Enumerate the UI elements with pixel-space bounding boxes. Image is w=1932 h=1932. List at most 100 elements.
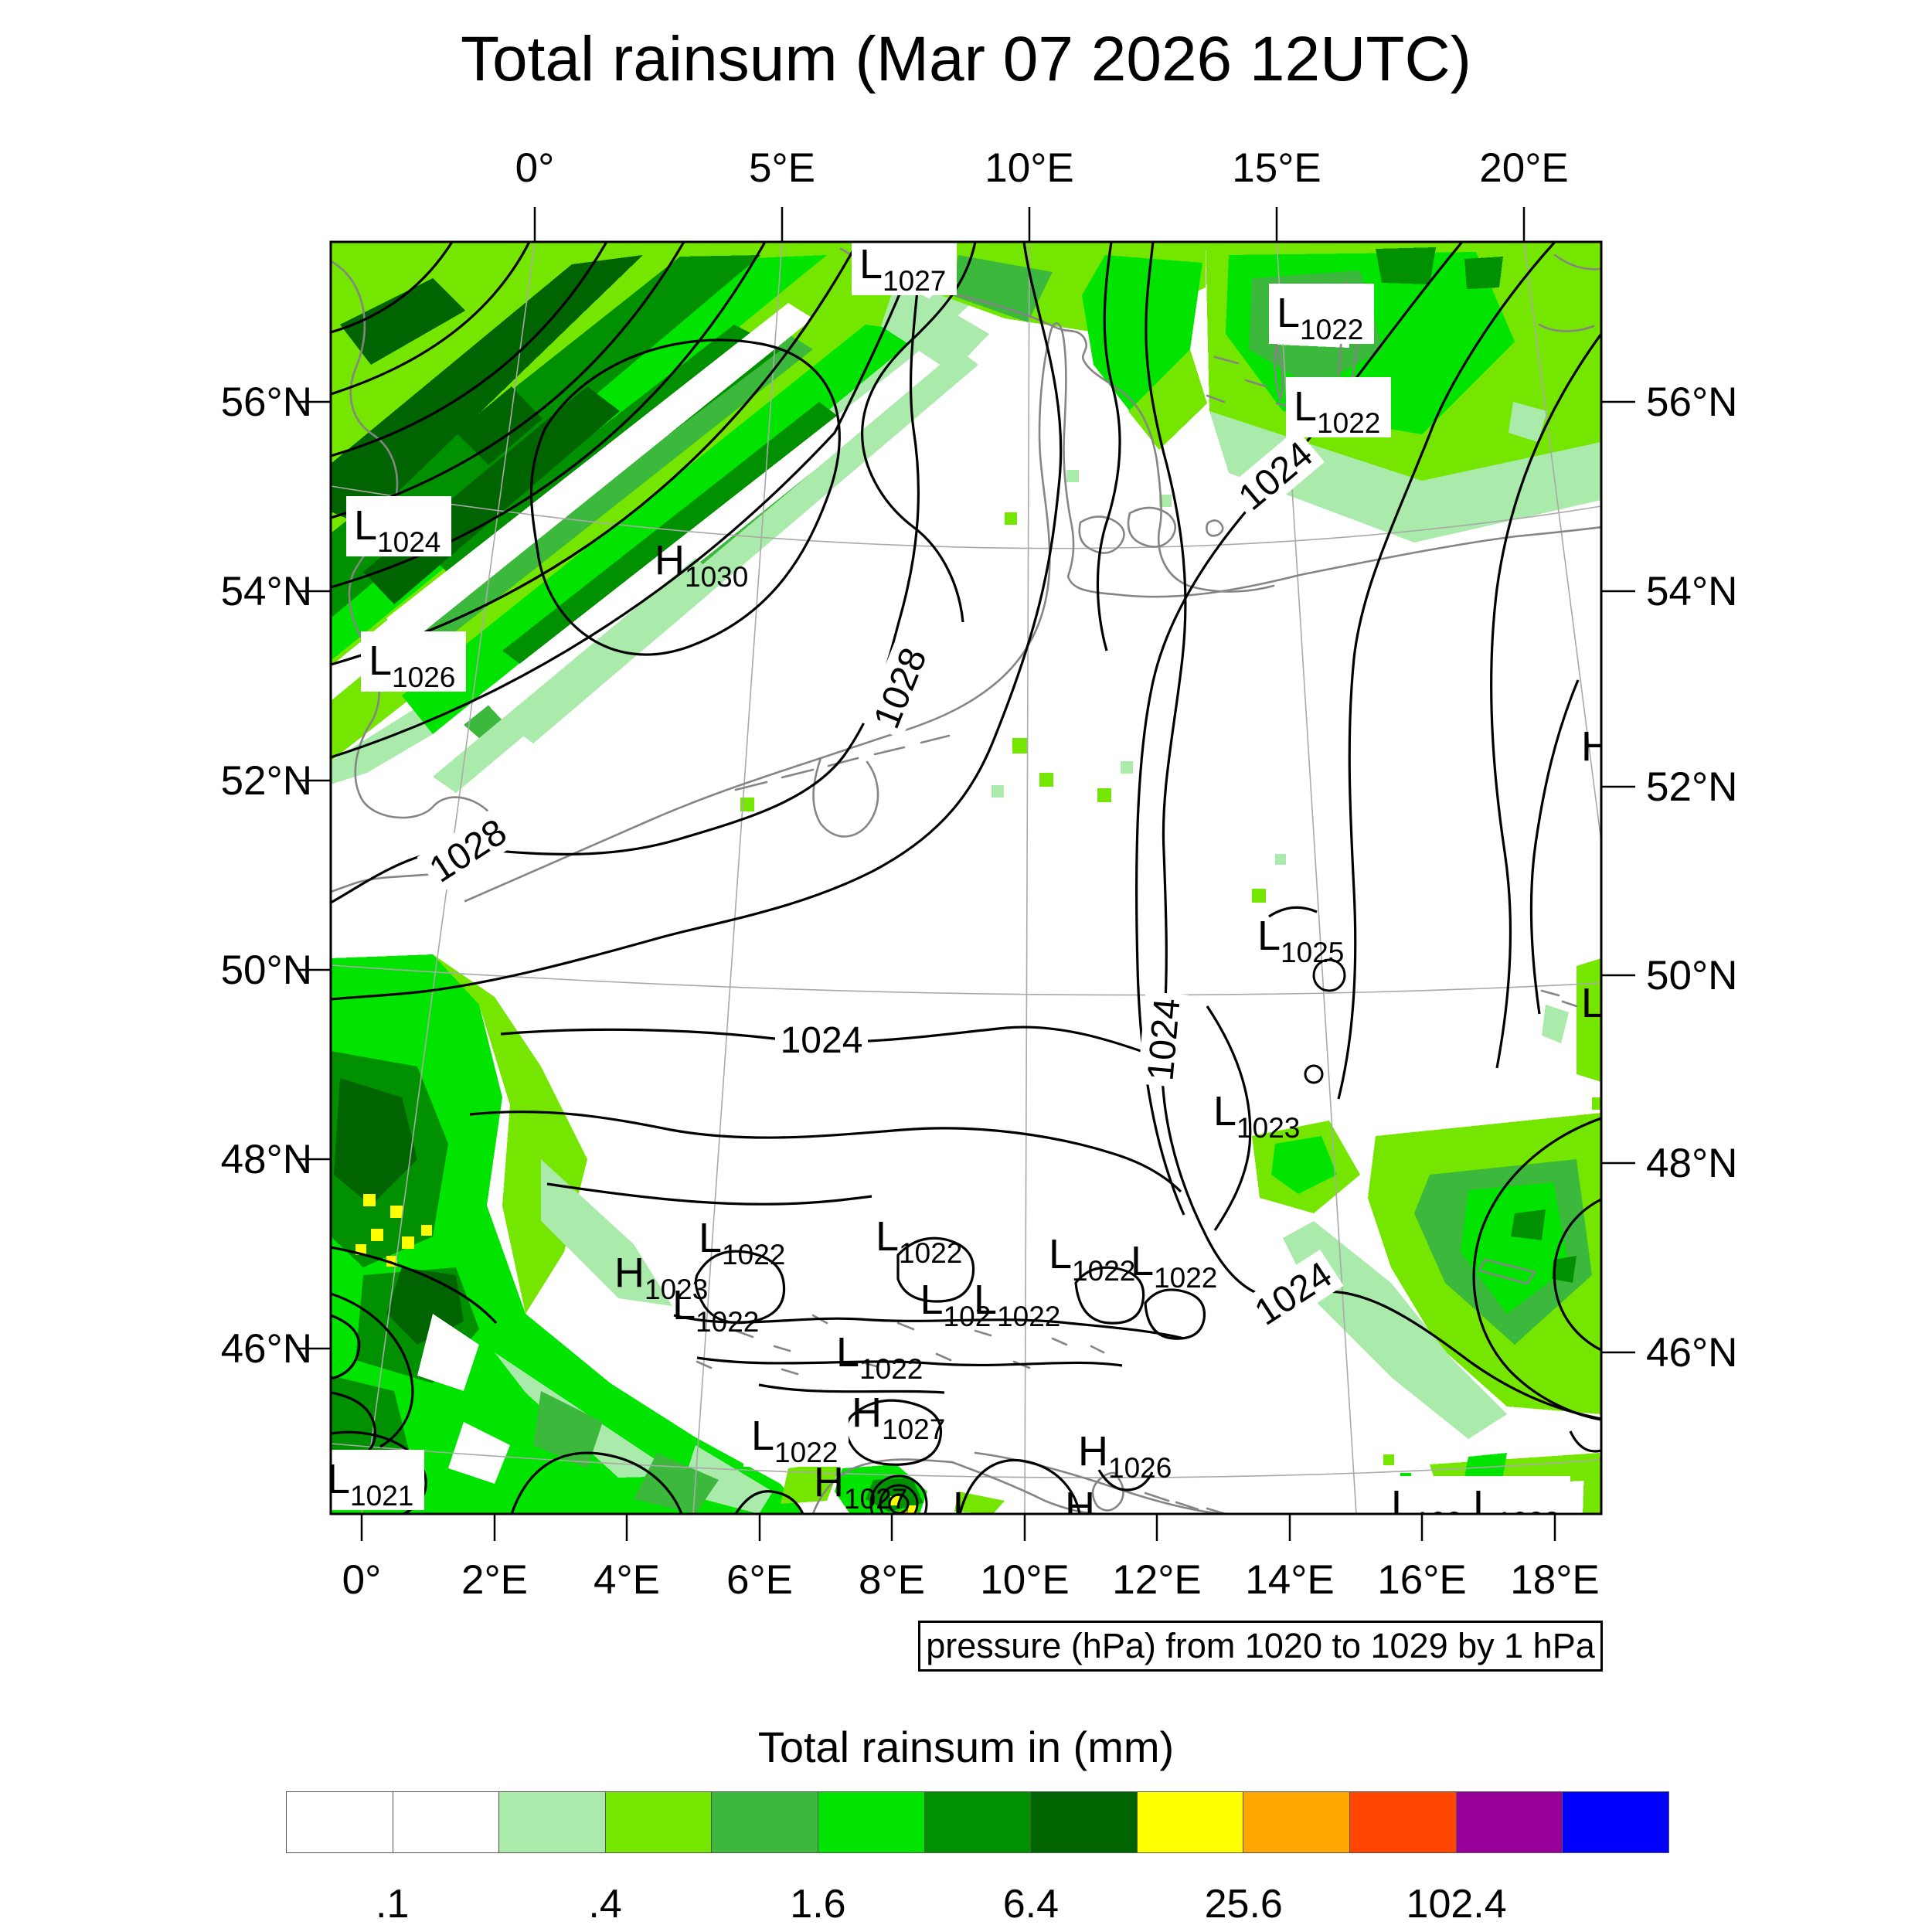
colorbar-cell [712, 1792, 819, 1852]
rain-area [456, 386, 543, 465]
isobar [1553, 1198, 1601, 1352]
axis-label-bottom: 6°E [726, 1557, 793, 1603]
axes-layer: 0° 5°E 10°E 15°E 20°E 0° 2°E 4°E 6°E 8°E 10°E 12°E 1… [221, 145, 1738, 1603]
isobar-label: 1024 [775, 1018, 868, 1061]
isobar [1337, 242, 1556, 1100]
rain-speck [1121, 761, 1133, 774]
rain-area [1271, 1136, 1337, 1194]
rain-area [1583, 1464, 1601, 1514]
isobar [1097, 1469, 1154, 1492]
pressure-label: L1025 [1257, 913, 1344, 968]
coastline-layer [331, 247, 1601, 1514]
isobar [1206, 1005, 1252, 1231]
isobar [331, 242, 608, 457]
colorbar-cell [1243, 1792, 1351, 1852]
isobar [331, 242, 531, 396]
colorbar-cell [924, 1792, 1032, 1852]
coastline [1553, 253, 1601, 270]
isobar-ring [1304, 1064, 1324, 1084]
pressure-label: L [1581, 980, 1601, 1026]
isobar-label-halo [1242, 1249, 1344, 1337]
colorbar-cell [605, 1792, 713, 1852]
coastline [1078, 515, 1125, 554]
rain-speck [1005, 512, 1017, 525]
rain-area [1082, 255, 1202, 411]
colorbar-cell [1031, 1792, 1138, 1852]
pressure-label-box [331, 1450, 424, 1510]
colorbar-cell [393, 1792, 500, 1852]
colorbar-title: Total rainsum in (mm) [757, 1723, 1175, 1771]
pressure-label: L1026 [361, 631, 466, 693]
coastline [1127, 506, 1177, 548]
rain-speck [1039, 773, 1053, 787]
colorbar-cell [818, 1792, 925, 1852]
pressure-label-text: H1026 [1065, 1484, 1158, 1539]
isobar-label-halo [417, 806, 519, 894]
colorbar-cell [1350, 1792, 1457, 1852]
graticule-line [1024, 242, 1030, 1514]
pressure-label: L1027 [852, 242, 957, 297]
isobar [845, 1399, 943, 1466]
isobar [958, 1458, 1081, 1514]
axis-label-bottom: 18°E [1510, 1557, 1600, 1603]
rain-speck [908, 1505, 917, 1514]
colorbar-cell [1137, 1792, 1244, 1852]
rain-area [634, 1453, 719, 1514]
coastline [812, 757, 879, 838]
axis-label-top: 5°E [749, 145, 815, 191]
rain-speck [1275, 854, 1286, 865]
axis-label-left: 54°N [221, 569, 312, 614]
graticule-line [331, 964, 1601, 996]
rain-area [881, 280, 989, 372]
isobar [734, 1490, 804, 1514]
rain-area [1552, 1256, 1577, 1283]
axis-label-left: 48°N [221, 1137, 312, 1182]
pressure-label-text: L1022 [836, 1329, 923, 1385]
isobar-ring [869, 1475, 928, 1514]
isobar-label-text: 1024 [781, 1020, 863, 1061]
rain-area [340, 278, 465, 365]
isobar [1490, 333, 1601, 1069]
axis-label-bottom: 8°E [859, 1557, 925, 1603]
pressure-label: L1024 [346, 496, 451, 558]
pressure-label-text: L1025 [1257, 913, 1344, 968]
colorbar-tick-label: .1 [376, 1882, 410, 1927]
rain-area [1464, 257, 1503, 289]
isobar-label: 1028 [417, 806, 519, 894]
rain-area [1283, 1221, 1507, 1439]
axis-label-bottom: 4°E [594, 1557, 660, 1603]
isobar [1472, 1117, 1601, 1421]
axis-label-right: 48°N [1646, 1141, 1737, 1186]
isobar [469, 1111, 1182, 1193]
axis-label-top: 15°E [1232, 145, 1321, 191]
map-border [329, 240, 1603, 1515]
isobar [673, 1314, 1185, 1340]
axis-label-right: 56°N [1646, 379, 1737, 425]
coastline [1206, 519, 1224, 537]
pressure-label-box [1269, 284, 1374, 344]
isobar-ring [1312, 958, 1346, 992]
rain-area [371, 325, 813, 674]
pressure-label-box [346, 496, 451, 556]
axis-label-top: 20°E [1479, 145, 1569, 191]
graticule-line [692, 242, 783, 1514]
colorbar-tick-label: .4 [588, 1882, 622, 1927]
rain-area [533, 1391, 603, 1468]
coastline [951, 1461, 1100, 1514]
pressure-label: L1022 [1131, 1238, 1217, 1294]
isobar [331, 242, 685, 519]
isobar [331, 1314, 361, 1380]
pressure-label: H1026 [1078, 1428, 1172, 1484]
rain-area [448, 1422, 510, 1484]
pressure-label: L1022 [1269, 284, 1374, 345]
isobar [696, 1356, 1123, 1367]
rain-area [1509, 402, 1547, 442]
pressure-label-text: L1022 [672, 1282, 759, 1338]
isobar [529, 338, 841, 656]
isobar-label: 1024 [1242, 1249, 1344, 1337]
colorbar [286, 1791, 1669, 1853]
isobar [1144, 1288, 1206, 1340]
axis-label-left: 50°N [221, 947, 312, 993]
coastline [734, 734, 951, 791]
isobar [331, 242, 767, 589]
